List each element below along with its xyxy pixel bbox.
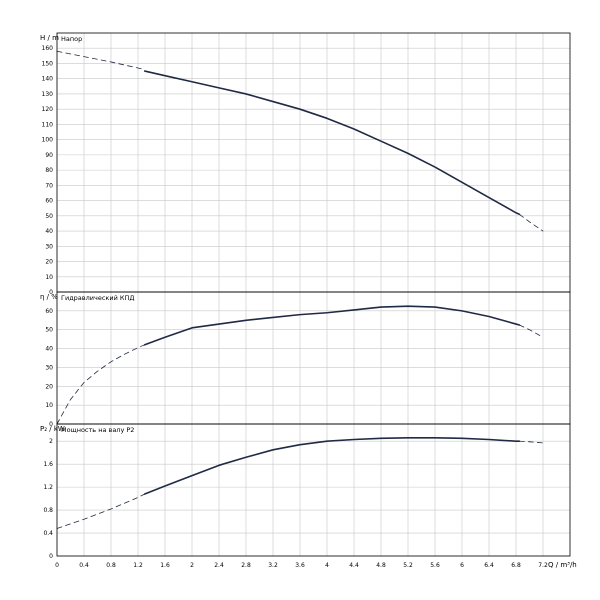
x-tick-label: 4.8 [376, 562, 386, 569]
x-tick-label: 2 [190, 562, 194, 569]
head-y-tick-label: 150 [42, 60, 54, 67]
efficiency-y-tick-label: 40 [45, 346, 53, 353]
power-y-tick-label: 1.6 [43, 461, 53, 468]
head-y-tick-label: 140 [42, 76, 54, 83]
efficiency-curve-dashed-0 [56, 344, 146, 425]
power-y-axis-label: P₂ / kW [40, 425, 65, 433]
efficiency-y-tick-label: 50 [45, 327, 53, 334]
head-y-tick-label: 110 [42, 121, 54, 128]
efficiency-y-tick-label: 10 [45, 402, 53, 409]
efficiency-y-tick-label: 60 [45, 308, 53, 315]
grid-layer [56, 33, 570, 557]
efficiency-panel-frame [56, 291, 571, 425]
x-tick-label: 2.4 [214, 562, 224, 569]
head-y-tick-label: 70 [45, 182, 53, 189]
head-y-tick-label: 30 [45, 243, 53, 250]
labels-layer: Q / m³/h 0 0.4 0.8 1.2 1.6 2 2.4 2.8 3.2 3.6 4 4.4 4… [40, 34, 577, 569]
efficiency-curve-solid-1 [143, 305, 521, 346]
frames-layer [56, 32, 571, 557]
power-y-tick-label: 0.8 [43, 507, 53, 514]
head-curve-dashed-0 [56, 50, 146, 70]
x-tick-label: 5.6 [430, 562, 440, 569]
x-tick-label: 1.2 [133, 562, 143, 569]
head-y-tick-label: 160 [42, 45, 54, 52]
power-y-tick-label: 2 [49, 438, 53, 445]
head-y-axis-label: H / m [40, 34, 59, 42]
power-y-tick-label: 1.2 [43, 484, 53, 491]
head-y-tick-label: 100 [42, 137, 54, 144]
x-tick-label: 7.2 [538, 562, 548, 569]
power-curve-solid-1 [143, 436, 521, 495]
head-y-tick-label: 20 [45, 259, 53, 266]
head-y-tick-label: 10 [45, 274, 53, 281]
head-y-tick-label: 0 [49, 289, 53, 296]
head-y-tick-label: 50 [45, 213, 53, 220]
x-axis-label: Q / m³/h [548, 561, 577, 569]
power-y-tick-label: 0 [49, 553, 53, 560]
x-tick-label: 0.8 [106, 562, 116, 569]
x-tick-label: 0.4 [79, 562, 89, 569]
x-tick-label: 4 [325, 562, 329, 569]
x-tick-label: 6.4 [484, 562, 494, 569]
head-y-tick-label: 90 [45, 152, 53, 159]
x-tick-label: 1.6 [160, 562, 170, 569]
power-y-tick-label: 0.4 [43, 530, 53, 537]
efficiency-panel-title: Гидравлический КПД [61, 294, 134, 302]
head-panel-frame [56, 32, 571, 293]
head-y-tick-label: 130 [42, 91, 54, 98]
head-curve-solid-1 [143, 70, 521, 216]
power-curve-dashed-0 [56, 493, 146, 529]
head-y-tick-label: 80 [45, 167, 53, 174]
head-curve-dashed-2 [518, 213, 544, 232]
efficiency-y-tick-label: 30 [45, 364, 53, 371]
x-tick-label: 6 [460, 562, 464, 569]
head-y-tick-label: 60 [45, 198, 53, 205]
x-tick-label: 2.8 [241, 562, 251, 569]
x-tick-label: 3.2 [268, 562, 278, 569]
x-tick-label: 6.8 [511, 562, 521, 569]
power-panel-frame [56, 423, 571, 557]
x-tick-label: 3.6 [295, 562, 305, 569]
power-panel-title: Мощность на валу P2 [61, 426, 134, 434]
head-panel-title: Напор [61, 35, 82, 43]
head-y-tick-label: 120 [42, 106, 54, 113]
power-curve-dashed-2 [518, 440, 544, 444]
x-tick-label: 5.2 [403, 562, 413, 569]
x-tick-label: 0 [55, 562, 59, 569]
efficiency-y-tick-label: 20 [45, 383, 53, 390]
head-y-tick-label: 40 [45, 228, 53, 235]
efficiency-curve-dashed-2 [518, 324, 544, 338]
curves-layer [56, 50, 544, 529]
efficiency-y-axis-label: η / % [40, 293, 58, 301]
x-tick-label: 4.4 [349, 562, 359, 569]
efficiency-y-tick-label: 0 [49, 421, 53, 428]
